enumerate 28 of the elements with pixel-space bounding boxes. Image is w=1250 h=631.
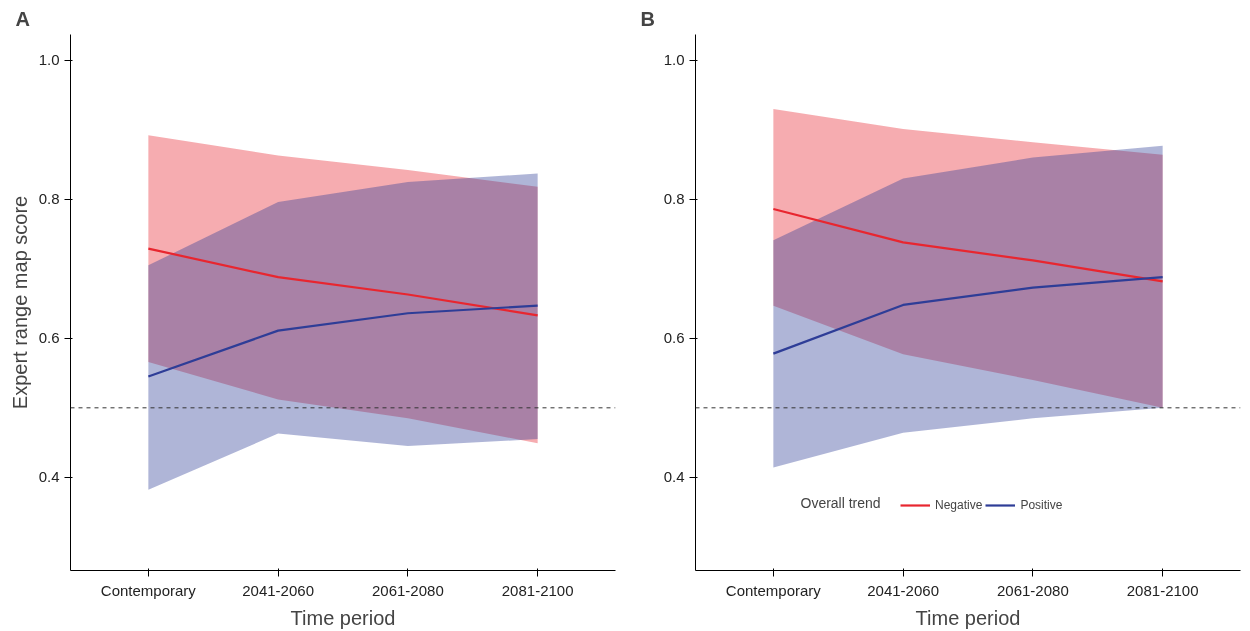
y-tick-label: 0.8 [663,190,685,208]
y-tick-label: 1.0 [38,51,60,69]
x-tick-label: 2081-2100 [1126,581,1199,599]
x-axis-title: Time period [290,606,396,629]
legend-title: Overall trend [800,494,881,511]
y-axis-title: Expert range map score [8,195,31,410]
y-tick-label: 0.4 [663,468,685,486]
line-series [772,276,1164,355]
line-series [147,304,539,378]
y-tick-label: 1.0 [663,51,685,69]
y-tick-label: 0.6 [663,329,685,347]
legend-label: Positive [1020,498,1063,512]
chart-title: B [640,7,655,30]
x-tick-label: Contemporary [725,581,822,599]
x-tick-label: 2061-2080 [372,581,444,599]
y-tick-label: 0.4 [38,468,60,486]
line-series [772,207,1164,283]
line-series [147,247,539,317]
x-tick-label: Contemporary [100,581,197,599]
legend-label: Negative [935,498,983,512]
x-axis-title: Time period [915,606,1021,629]
x-tick-label: 2061-2080 [997,581,1069,599]
x-tick-label: 2041-2060 [867,581,939,599]
x-tick-label: 2081-2100 [501,581,574,599]
x-tick-label: 2041-2060 [242,581,314,599]
y-tick-label: 0.6 [38,329,60,347]
y-tick-label: 0.8 [38,190,60,208]
chart-title: A [15,7,30,30]
